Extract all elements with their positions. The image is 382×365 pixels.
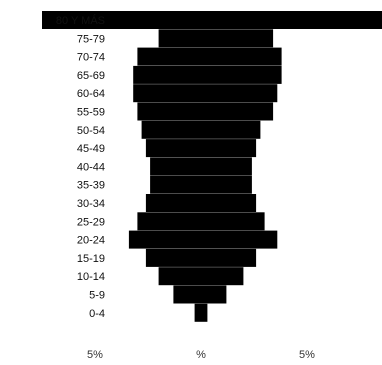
age-group-label: 75-79: [77, 33, 105, 45]
age-group-label: 65-69: [77, 70, 105, 82]
bar-left-20-24: [128, 230, 201, 249]
bar-right-60-64: [201, 84, 278, 103]
bar-right-30-34: [201, 194, 257, 212]
bar-left-10-14: [158, 267, 201, 286]
bar-right-25-29: [201, 212, 265, 231]
bar-right-55-59: [201, 102, 274, 121]
bar-left-30-34: [145, 194, 201, 212]
age-group-label: 45-49: [77, 143, 105, 155]
age-group-label: 10-14: [77, 271, 105, 283]
bar-left-80-y-m-s: [42, 11, 201, 29]
age-group-label: 30-34: [77, 198, 105, 210]
bar-left-35-39: [150, 175, 201, 194]
bar-left-5-9: [173, 285, 201, 304]
age-group-label: 70-74: [77, 52, 105, 64]
age-group-label: 25-29: [77, 216, 105, 228]
age-group-label: 50-54: [77, 125, 105, 137]
age-group-label: 0-4: [89, 308, 105, 320]
bar-right-5-9: [201, 285, 227, 304]
bar-left-70-74: [137, 47, 201, 66]
x-tick-label: 5%: [299, 349, 315, 361]
age-group-label: 55-59: [77, 107, 105, 119]
bar-left-60-64: [133, 84, 201, 103]
bar-right-0-4: [201, 303, 208, 322]
bar-left-25-29: [137, 212, 201, 231]
age-group-label: 15-19: [77, 253, 105, 265]
bar-right-35-39: [201, 175, 252, 194]
bar-left-40-44: [150, 157, 201, 176]
age-group-label: 5-9: [89, 290, 105, 302]
age-group-label: 60-64: [77, 88, 105, 100]
bar-right-45-49: [201, 139, 257, 158]
bar-right-50-54: [201, 120, 261, 139]
age-group-label: 35-39: [77, 180, 105, 192]
x-tick-labels-group: 10%5%%5%10%15%: [0, 349, 315, 361]
bar-left-45-49: [145, 139, 201, 158]
bar-left-50-54: [141, 120, 201, 139]
bar-right-70-74: [201, 47, 282, 66]
bar-left-15-19: [145, 248, 201, 267]
bar-right-75-79: [201, 29, 274, 48]
age-labels-group: 80 Y MÁS 75-79 70-74 65-69 60-64 55-59 50-54 45…: [56, 14, 105, 320]
age-group-label: 20-24: [77, 235, 105, 247]
bar-left-0-4: [194, 303, 201, 322]
age-group-label: 40-44: [77, 161, 105, 173]
bar-right-20-24: [201, 230, 278, 249]
bars-group: [42, 11, 382, 322]
x-tick-label: 5%: [87, 349, 103, 361]
age-group-label: 80 Y MÁS: [56, 14, 105, 27]
bar-left-55-59: [137, 102, 201, 121]
bar-right-40-44: [201, 157, 252, 176]
bar-left-65-69: [133, 65, 201, 84]
bar-right-10-14: [201, 267, 244, 286]
x-tick-label: %: [196, 349, 206, 361]
bar-right-15-19: [201, 248, 257, 267]
bar-right-65-69: [201, 65, 282, 84]
bar-left-75-79: [158, 29, 201, 48]
bar-right-80-y-m-s: [201, 11, 382, 29]
